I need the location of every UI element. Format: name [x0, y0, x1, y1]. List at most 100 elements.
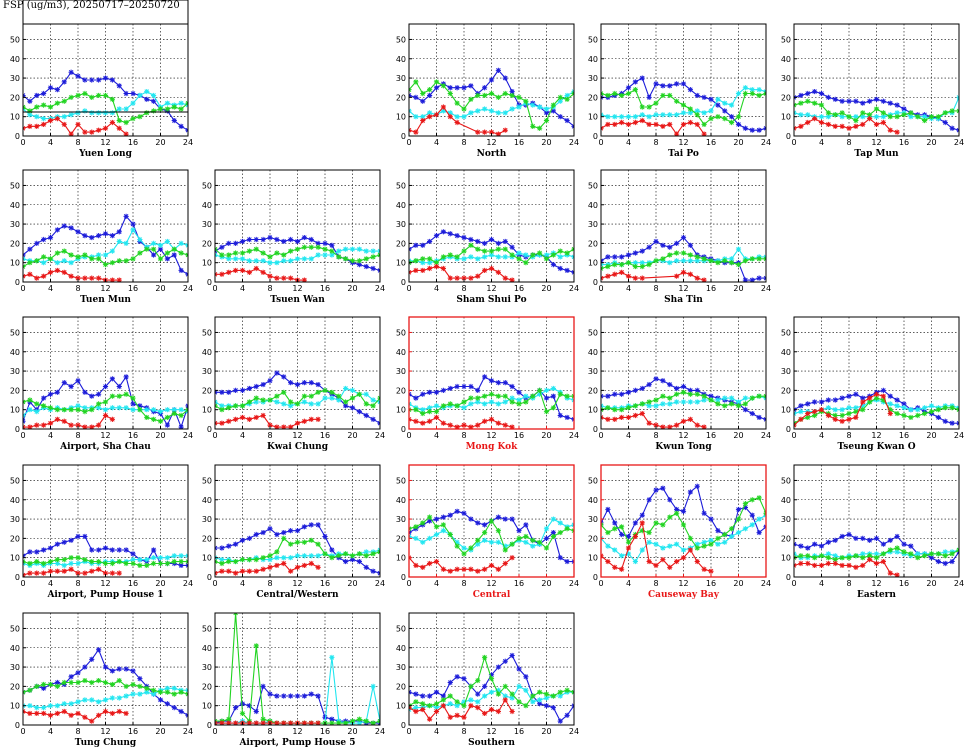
data-point-blue — [315, 240, 321, 246]
data-point-red — [694, 422, 700, 428]
data-point-cyan — [454, 114, 460, 120]
data-point-green — [343, 551, 349, 557]
data-point-blue — [564, 414, 570, 421]
x-tick-label: 0 — [20, 138, 25, 147]
data-point-cyan — [550, 385, 556, 392]
data-point-red — [109, 119, 115, 126]
data-point-cyan — [908, 114, 914, 120]
data-point-cyan — [523, 252, 529, 258]
panel-frame — [22, 0, 189, 113]
data-point-blue — [308, 691, 314, 697]
y-tick-label: 40 — [588, 55, 598, 64]
data-point-blue — [116, 666, 122, 672]
data-point-red — [239, 414, 246, 421]
y-tick-label: 40 — [10, 644, 20, 653]
x-tick-label: 24 — [183, 138, 193, 147]
data-point-cyan — [96, 252, 102, 258]
y-tick-label: 30 — [202, 663, 212, 672]
y-tick-label: 30 — [202, 220, 212, 229]
data-point-red — [495, 131, 501, 136]
data-point-green — [427, 409, 433, 415]
data-point-cyan — [742, 85, 748, 91]
data-point-red — [260, 720, 266, 725]
data-point-blue — [687, 387, 693, 393]
x-tick-label: 0 — [791, 579, 796, 588]
x-tick-label: 4 — [626, 284, 631, 293]
data-point-blue — [639, 248, 645, 254]
x-tick-label: 24 — [569, 579, 579, 588]
data-point-blue — [516, 666, 522, 672]
data-point-red — [440, 104, 446, 110]
data-point-green — [233, 558, 239, 565]
data-point-red — [413, 562, 419, 569]
data-point-green — [756, 256, 762, 262]
data-point-blue — [447, 512, 453, 518]
data-point-blue — [454, 383, 460, 390]
data-point-green — [674, 98, 680, 104]
data-point-cyan — [47, 703, 54, 709]
data-point-blue — [281, 693, 287, 699]
data-point-blue — [674, 81, 680, 87]
data-point-green — [253, 643, 259, 649]
data-point-green — [27, 260, 33, 266]
data-point-blue — [226, 543, 232, 549]
data-point-blue — [557, 718, 563, 724]
data-point-cyan — [475, 699, 481, 705]
data-point-green — [274, 393, 280, 399]
data-point-red — [226, 568, 232, 574]
data-point-cyan — [294, 553, 301, 559]
data-point-green — [440, 403, 446, 409]
data-point-blue — [47, 545, 54, 551]
data-point-green — [123, 119, 129, 126]
data-point-cyan — [433, 403, 440, 409]
y-tick-label: 40 — [588, 201, 598, 210]
data-point-green — [660, 256, 666, 262]
data-point-green — [356, 391, 362, 397]
data-point-green — [61, 407, 67, 413]
data-point-green — [420, 410, 426, 417]
data-point-cyan — [461, 405, 467, 411]
data-point-green — [253, 395, 259, 401]
data-point-blue — [475, 387, 481, 393]
data-point-red — [47, 712, 54, 718]
panel-title: Tai Po — [668, 149, 699, 159]
data-point-red — [619, 414, 625, 421]
data-point-cyan — [164, 407, 170, 413]
data-point-blue — [509, 652, 515, 659]
plot-area — [215, 234, 380, 282]
y-tick-label: 50 — [10, 624, 20, 633]
data-point-green — [873, 106, 880, 112]
data-point-blue — [329, 547, 335, 553]
y-tick-label: 30 — [10, 515, 20, 524]
y-tick-label: 10 — [396, 702, 406, 711]
data-point-blue — [660, 485, 666, 491]
data-point-cyan — [41, 116, 47, 122]
x-tick-label: 0 — [20, 579, 25, 588]
data-point-green — [530, 123, 536, 129]
data-point-blue — [41, 547, 47, 553]
data-point-blue — [260, 683, 266, 689]
data-point-red — [680, 555, 687, 561]
data-point-green — [75, 254, 81, 260]
data-point-blue — [860, 395, 866, 401]
y-tick-label: 10 — [588, 554, 598, 563]
data-point-green — [825, 555, 831, 561]
data-point-green — [564, 393, 570, 399]
y-tick-label: 30 — [396, 515, 406, 524]
data-point-blue — [433, 389, 440, 395]
data-point-red — [805, 410, 811, 417]
data-point-blue — [894, 533, 900, 540]
data-point-blue — [130, 551, 136, 557]
data-point-green — [564, 526, 570, 532]
data-point-green — [144, 246, 150, 252]
data-point-red — [413, 708, 419, 715]
x-tick-label: 24 — [954, 431, 964, 440]
data-point-red — [301, 418, 307, 424]
data-point-red — [502, 560, 508, 567]
y-tick-label: 20 — [10, 534, 20, 543]
data-point-blue — [226, 240, 232, 246]
data-point-green — [440, 697, 446, 703]
x-tick-label: -24 — [99, 0, 112, 2]
data-point-blue — [667, 244, 673, 250]
